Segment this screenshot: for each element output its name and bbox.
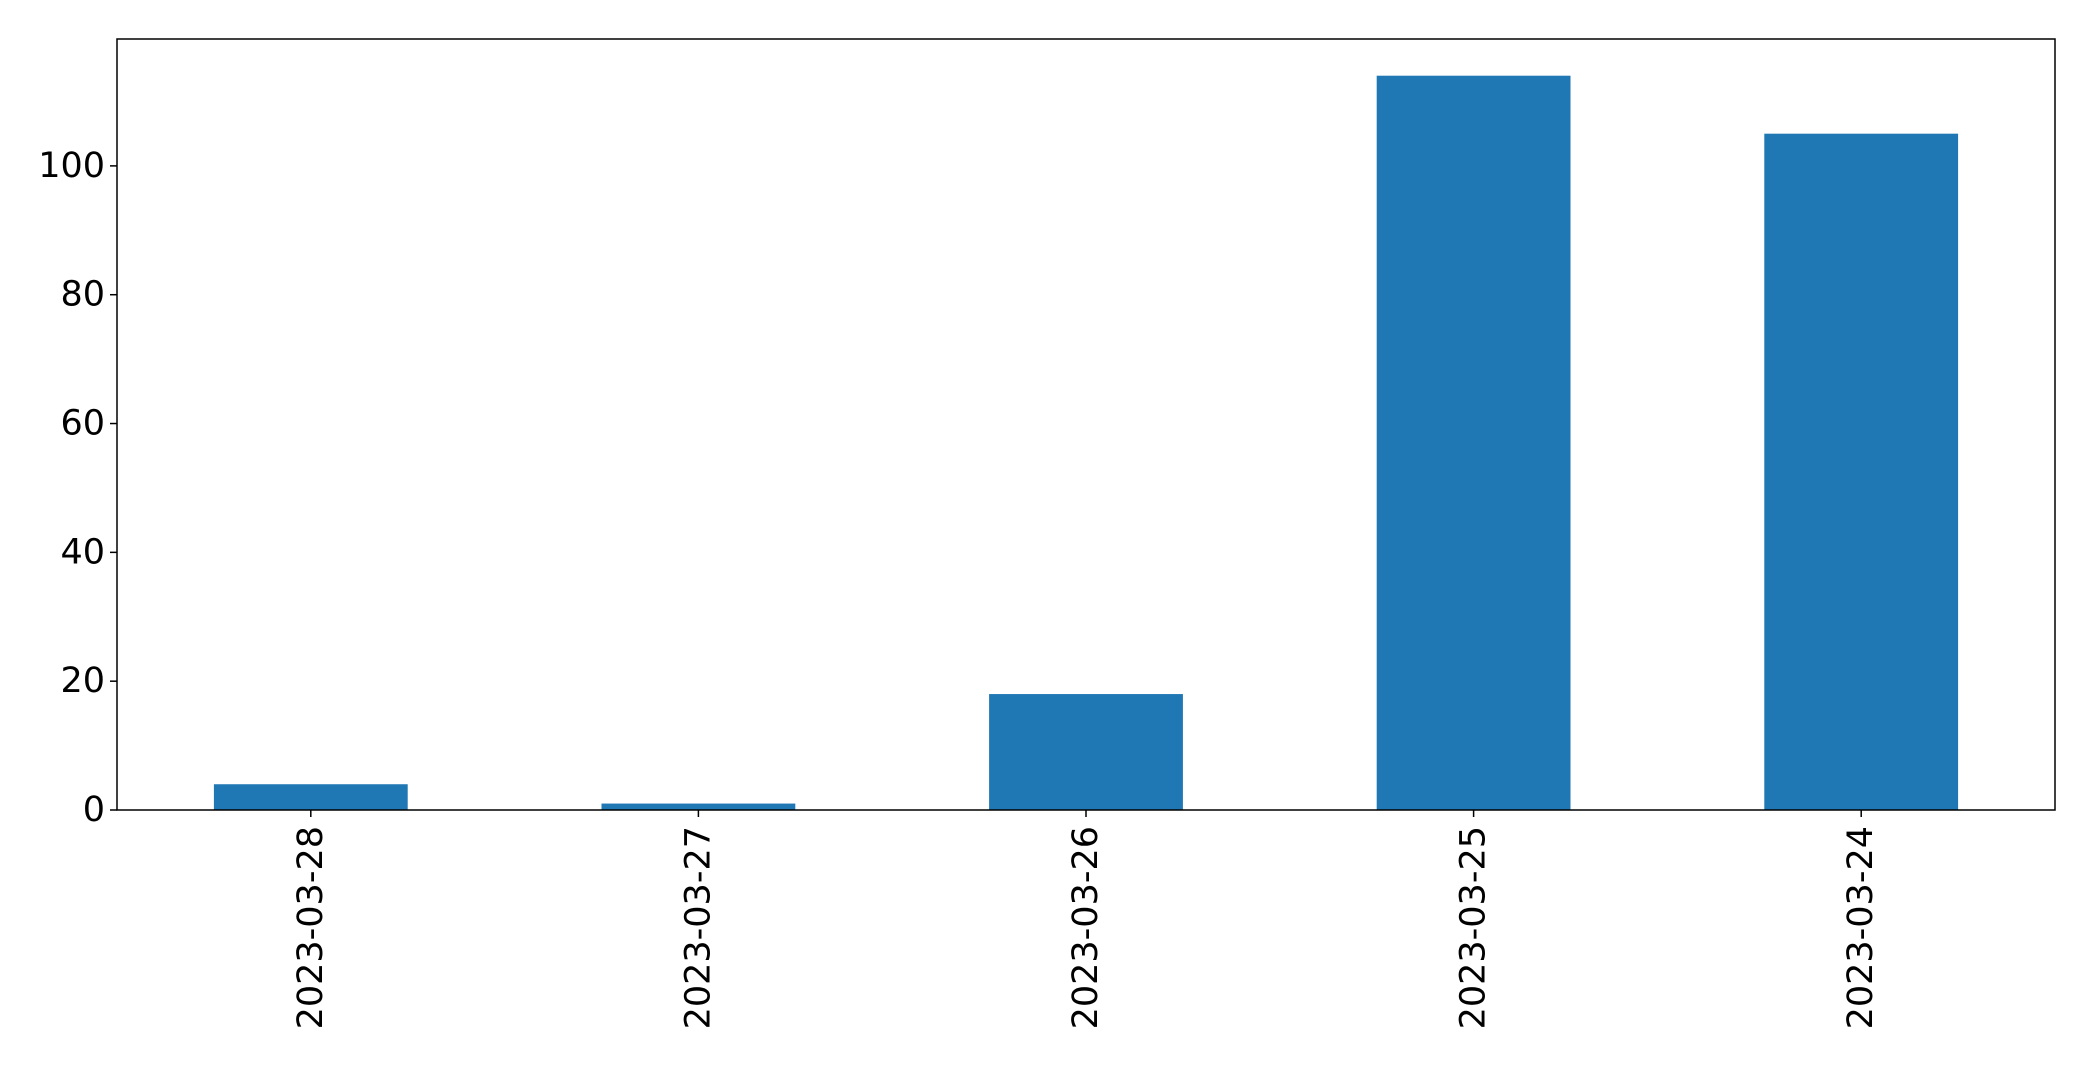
plot-frame bbox=[116, 38, 2056, 811]
x-tick-label: 2023-03-24 bbox=[1841, 826, 1881, 1029]
y-tick-label: 0 bbox=[83, 790, 105, 830]
x-axis: 2023-03-28 2023-03-27 2023-03-26 2023-03-25… bbox=[291, 810, 1881, 1029]
x-tick-label: 2023-03-27 bbox=[678, 826, 718, 1029]
x-tick-label: 2023-03-25 bbox=[1454, 826, 1494, 1029]
y-tick-label: 60 bbox=[60, 404, 105, 444]
y-tick-label: 100 bbox=[38, 146, 105, 186]
bar-2023-03-25 bbox=[1376, 75, 1571, 810]
y-tick-label: 40 bbox=[60, 532, 105, 572]
x-tick-label: 2023-03-26 bbox=[1066, 826, 1106, 1029]
y-tick-label: 20 bbox=[60, 661, 105, 701]
bars-layer bbox=[213, 75, 1959, 810]
x-tick-label: 2023-03-28 bbox=[291, 826, 331, 1029]
bar-2023-03-28 bbox=[213, 784, 408, 810]
y-axis: 0 20 40 60 80 100 bbox=[38, 146, 117, 830]
y-tick-label: 80 bbox=[60, 275, 105, 315]
bar-2023-03-24 bbox=[1764, 133, 1959, 810]
bar-2023-03-27 bbox=[601, 803, 796, 810]
bar-2023-03-26 bbox=[989, 694, 1183, 810]
